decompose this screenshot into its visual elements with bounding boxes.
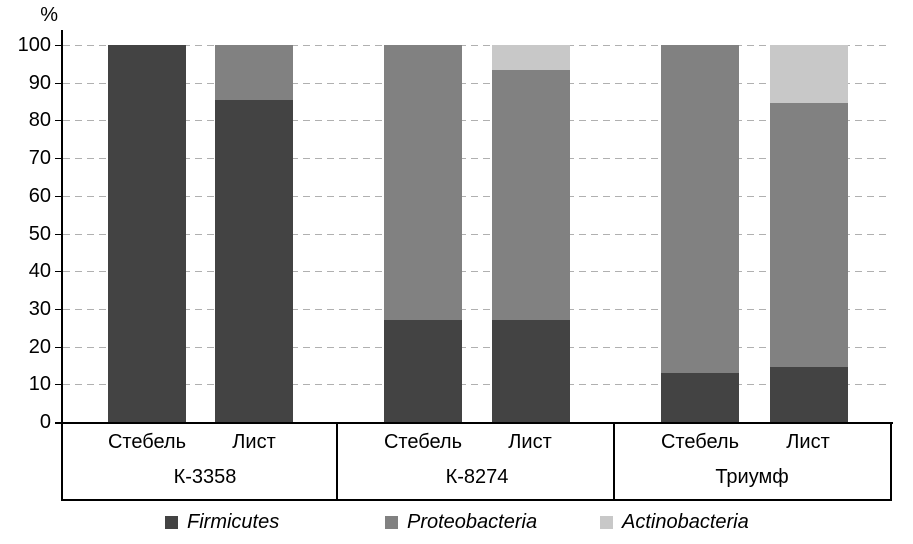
bar-segment-firmicutes [215, 99, 293, 422]
y-tick-label: 0 [39, 411, 51, 433]
legend-item: Firmicutes [165, 511, 279, 534]
bar-segment-firmicutes [492, 320, 570, 422]
bar-segment-proteobacteria [384, 45, 462, 321]
gridline [63, 384, 891, 386]
category-divider [613, 423, 615, 501]
y-tick-label: 70 [28, 147, 51, 170]
category-divider [336, 423, 338, 501]
gridline [63, 158, 891, 160]
bar-segment-proteobacteria [215, 45, 293, 100]
category-area-bottom-line [61, 499, 892, 501]
bar-segment-proteobacteria [770, 103, 848, 368]
gridline [63, 233, 891, 235]
y-axis-line [61, 30, 63, 500]
y-tick-mark [55, 233, 62, 235]
category-divider [61, 423, 63, 501]
y-tick-label: 90 [28, 71, 51, 94]
y-tick-label: 20 [28, 335, 51, 358]
bar-segment-firmicutes [661, 373, 739, 422]
category-label: Стебель [107, 431, 187, 453]
y-tick-label: 100 [17, 34, 51, 56]
gridline [63, 195, 891, 197]
bar-segment-proteobacteria [661, 45, 739, 373]
category-label: Лист [232, 431, 276, 453]
gridline [63, 271, 891, 273]
y-tick-label: 30 [28, 297, 51, 320]
bar-segment-actinobacteria [492, 45, 570, 70]
bar-segment-firmicutes [384, 320, 462, 422]
x-axis-line [55, 422, 893, 424]
y-tick-label: 10 [28, 373, 51, 396]
y-tick-label: 40 [28, 260, 51, 283]
y-tick-mark [55, 120, 62, 122]
category-divider [890, 423, 892, 501]
legend-swatch-proteobacteria [385, 516, 398, 529]
gridline [63, 45, 891, 46]
group-label: Триумф [715, 466, 789, 488]
y-tick-mark [55, 346, 62, 348]
gridline [63, 120, 891, 122]
gridline [63, 308, 891, 310]
gridline [63, 346, 891, 348]
y-tick-label: 60 [28, 184, 51, 207]
y-axis-unit-label: % [40, 4, 58, 26]
category-label: Лист [786, 431, 830, 453]
category-label: Стебель [660, 431, 740, 453]
y-tick-label: 50 [28, 222, 51, 245]
legend-item: Actinobacteria [600, 511, 749, 534]
group-label: К-8274 [445, 466, 509, 488]
gridline [63, 82, 891, 84]
y-tick-mark [55, 158, 62, 160]
y-tick-label: 80 [28, 109, 51, 132]
y-tick-mark [55, 45, 62, 46]
bar-segment-firmicutes [770, 367, 848, 422]
category-label: Лист [508, 431, 552, 453]
legend-swatch-actinobacteria [600, 516, 613, 529]
y-tick-mark [55, 195, 62, 197]
y-tick-mark [55, 308, 62, 310]
legend-item: Proteobacteria [385, 511, 537, 534]
bar-segment-firmicutes [108, 45, 186, 422]
legend-swatch-firmicutes [165, 516, 178, 529]
bar-segment-actinobacteria [770, 45, 848, 104]
y-tick-mark [55, 271, 62, 273]
y-tick-mark [55, 82, 62, 84]
legend-label: Firmicutes [187, 511, 280, 533]
y-tick-mark [55, 384, 62, 386]
bar-segment-proteobacteria [492, 69, 570, 321]
group-label: К-3358 [173, 466, 237, 488]
legend-label: Proteobacteria [407, 511, 538, 533]
legend-label: Actinobacteria [622, 511, 749, 533]
category-label: Стебель [383, 431, 463, 453]
